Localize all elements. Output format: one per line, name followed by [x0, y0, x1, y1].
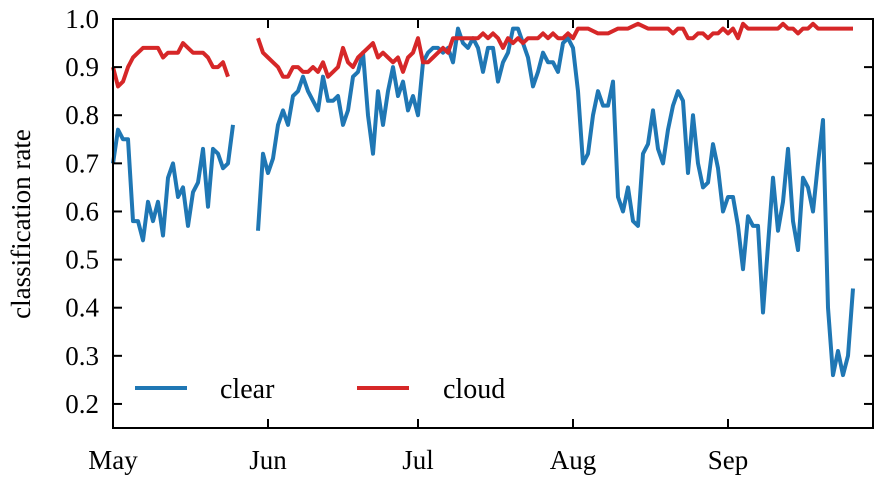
legend-label-clear: clear [220, 374, 275, 405]
y-axis-title: classification rate [6, 129, 36, 319]
legend-label-cloud: cloud [443, 374, 505, 405]
y-tick-label-1: 0.3 [65, 341, 99, 371]
x-tick-label-4: Sep [708, 445, 749, 475]
x-tick-label-2: Jul [402, 445, 434, 475]
y-tick-label-8: 1.0 [65, 4, 99, 34]
x-tick-label-0: May [88, 445, 138, 475]
plot-frame [112, 18, 874, 429]
series-line-clear-1 [256, 26, 855, 378]
series-layer [111, 21, 855, 378]
series-line-cloud-0 [111, 41, 230, 89]
y-tick-label-6: 0.8 [65, 100, 99, 130]
y-tick-label-2: 0.4 [65, 293, 99, 323]
y-tick-label-5: 0.7 [65, 148, 99, 178]
axis-layer: 0.2 0.3 0.4 0.5 0.6 0.7 0.8 0.9 1.0 May Jun Jul Aug S… [65, 4, 873, 475]
series-line-cloud-1 [256, 21, 853, 79]
y-tick-label-0: 0.2 [65, 389, 99, 419]
x-tick-label-3: Aug [550, 445, 597, 475]
legend: clear cloud [135, 374, 505, 405]
y-tick-label-3: 0.5 [65, 245, 99, 275]
y-tick-label-7: 0.9 [65, 52, 99, 82]
series-line-clear-0 [111, 124, 235, 243]
y-tick-label-4: 0.6 [65, 196, 99, 226]
x-tick-label-1: Jun [249, 445, 287, 475]
